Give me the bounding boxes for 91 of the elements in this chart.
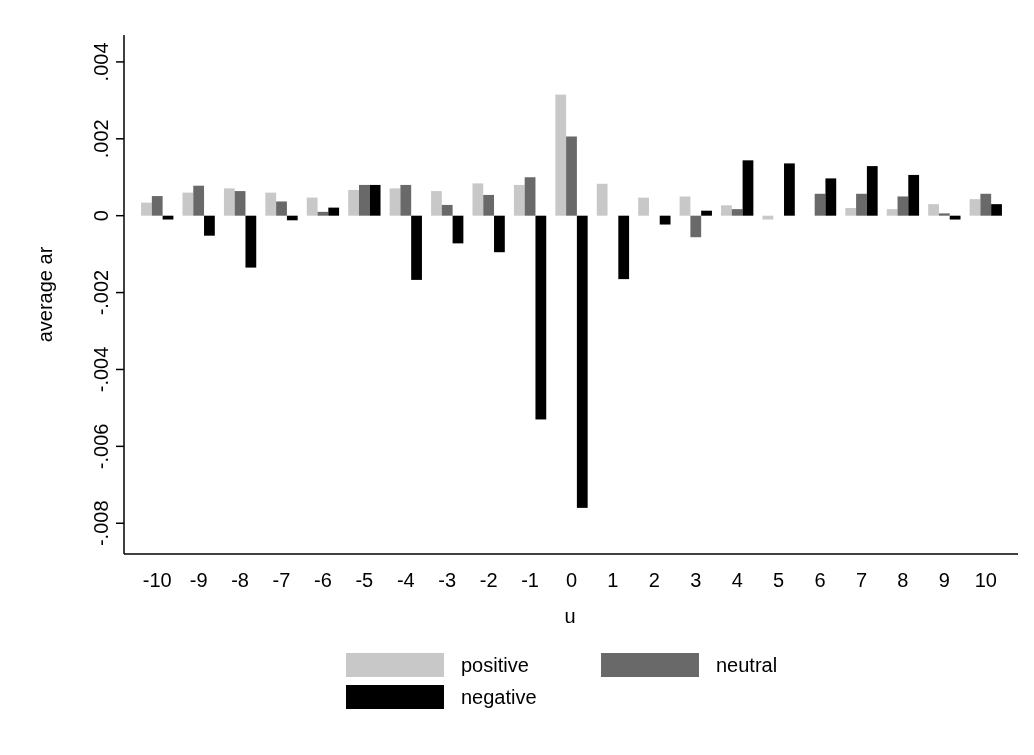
x-tick-label: -7 bbox=[272, 569, 291, 591]
bar bbox=[845, 208, 857, 216]
bar bbox=[659, 215, 671, 225]
bar bbox=[369, 184, 381, 216]
bar bbox=[265, 192, 277, 216]
x-tick-label: 1 bbox=[607, 569, 619, 591]
bar bbox=[701, 210, 712, 216]
y-tick-label: -.008 bbox=[90, 500, 112, 547]
y-tick-label: -.006 bbox=[90, 423, 112, 470]
bar bbox=[618, 215, 630, 280]
bar bbox=[679, 196, 691, 216]
bar bbox=[866, 166, 878, 216]
bar bbox=[162, 215, 174, 220]
bar bbox=[856, 193, 867, 216]
x-tick-label: -8 bbox=[231, 569, 249, 591]
bar bbox=[441, 204, 453, 216]
x-tick-label: 8 bbox=[897, 569, 909, 591]
bar bbox=[535, 215, 547, 420]
x-tick-label: 4 bbox=[731, 569, 743, 591]
y-tick-label: .002 bbox=[90, 119, 112, 159]
bar bbox=[825, 178, 837, 216]
y-tick-label: -.004 bbox=[90, 346, 112, 393]
x-tick-label: -10 bbox=[142, 569, 172, 591]
x-tick-label: -9 bbox=[189, 569, 208, 591]
x-tick-label: -3 bbox=[438, 569, 457, 591]
bar bbox=[328, 207, 340, 216]
legend-label: neutral bbox=[716, 654, 778, 676]
bar bbox=[908, 174, 920, 216]
bar bbox=[389, 188, 401, 216]
bar bbox=[431, 191, 442, 216]
bar bbox=[784, 163, 795, 216]
y-tick-label: 0 bbox=[90, 210, 112, 222]
bar bbox=[690, 215, 702, 238]
x-tick-label: -5 bbox=[355, 569, 374, 591]
x-tick-label: -4 bbox=[396, 569, 415, 591]
x-tick-label: -6 bbox=[314, 569, 332, 591]
bar bbox=[223, 188, 235, 216]
bar bbox=[980, 193, 992, 216]
bar bbox=[141, 202, 152, 216]
bar bbox=[411, 215, 422, 280]
x-tick-label: -2 bbox=[479, 569, 498, 591]
bar bbox=[814, 193, 826, 216]
x-tick-label: 3 bbox=[690, 569, 702, 591]
bar bbox=[358, 184, 370, 216]
y-axis-title: average ar bbox=[34, 246, 56, 343]
bar bbox=[742, 160, 754, 216]
bar bbox=[928, 204, 939, 216]
x-tick-label: -1 bbox=[521, 569, 539, 591]
bar bbox=[731, 209, 743, 216]
bar bbox=[306, 197, 318, 216]
bar bbox=[204, 215, 215, 236]
x-tick-label: 9 bbox=[938, 569, 950, 591]
bar bbox=[513, 184, 525, 216]
bar bbox=[276, 201, 287, 216]
legend-label: negative bbox=[461, 686, 537, 708]
bar bbox=[938, 213, 950, 216]
bar bbox=[566, 136, 577, 216]
bar bbox=[886, 209, 898, 216]
bar bbox=[524, 177, 536, 216]
x-tick-label: 6 bbox=[814, 569, 826, 591]
bar bbox=[576, 215, 588, 508]
bar bbox=[234, 191, 246, 216]
bar bbox=[348, 189, 359, 216]
bar bbox=[245, 215, 257, 268]
bar bbox=[193, 185, 205, 216]
bar bbox=[949, 215, 961, 220]
x-tick-label: 10 bbox=[974, 569, 997, 591]
x-tick-label: 7 bbox=[855, 569, 868, 591]
bar bbox=[400, 184, 412, 216]
bar bbox=[555, 94, 567, 216]
bar bbox=[472, 183, 484, 216]
bar bbox=[494, 215, 505, 253]
bar bbox=[762, 215, 774, 220]
bar bbox=[151, 196, 163, 216]
x-tick-label: 5 bbox=[773, 569, 785, 591]
bar bbox=[897, 196, 909, 216]
bar bbox=[638, 197, 649, 216]
bar bbox=[452, 215, 464, 244]
bar bbox=[182, 192, 194, 216]
bar bbox=[969, 199, 981, 216]
bar bbox=[483, 194, 495, 216]
y-tick-label: .004 bbox=[90, 42, 112, 82]
bar bbox=[317, 211, 329, 216]
bar bbox=[991, 204, 1002, 216]
bar bbox=[596, 183, 608, 216]
y-tick-label: -.002 bbox=[90, 269, 112, 316]
bar bbox=[721, 205, 732, 216]
x-tick-label: 0 bbox=[565, 569, 578, 591]
legend-label: positive bbox=[461, 654, 529, 676]
x-axis-title: u bbox=[564, 605, 576, 627]
x-tick-label: 2 bbox=[648, 569, 660, 591]
